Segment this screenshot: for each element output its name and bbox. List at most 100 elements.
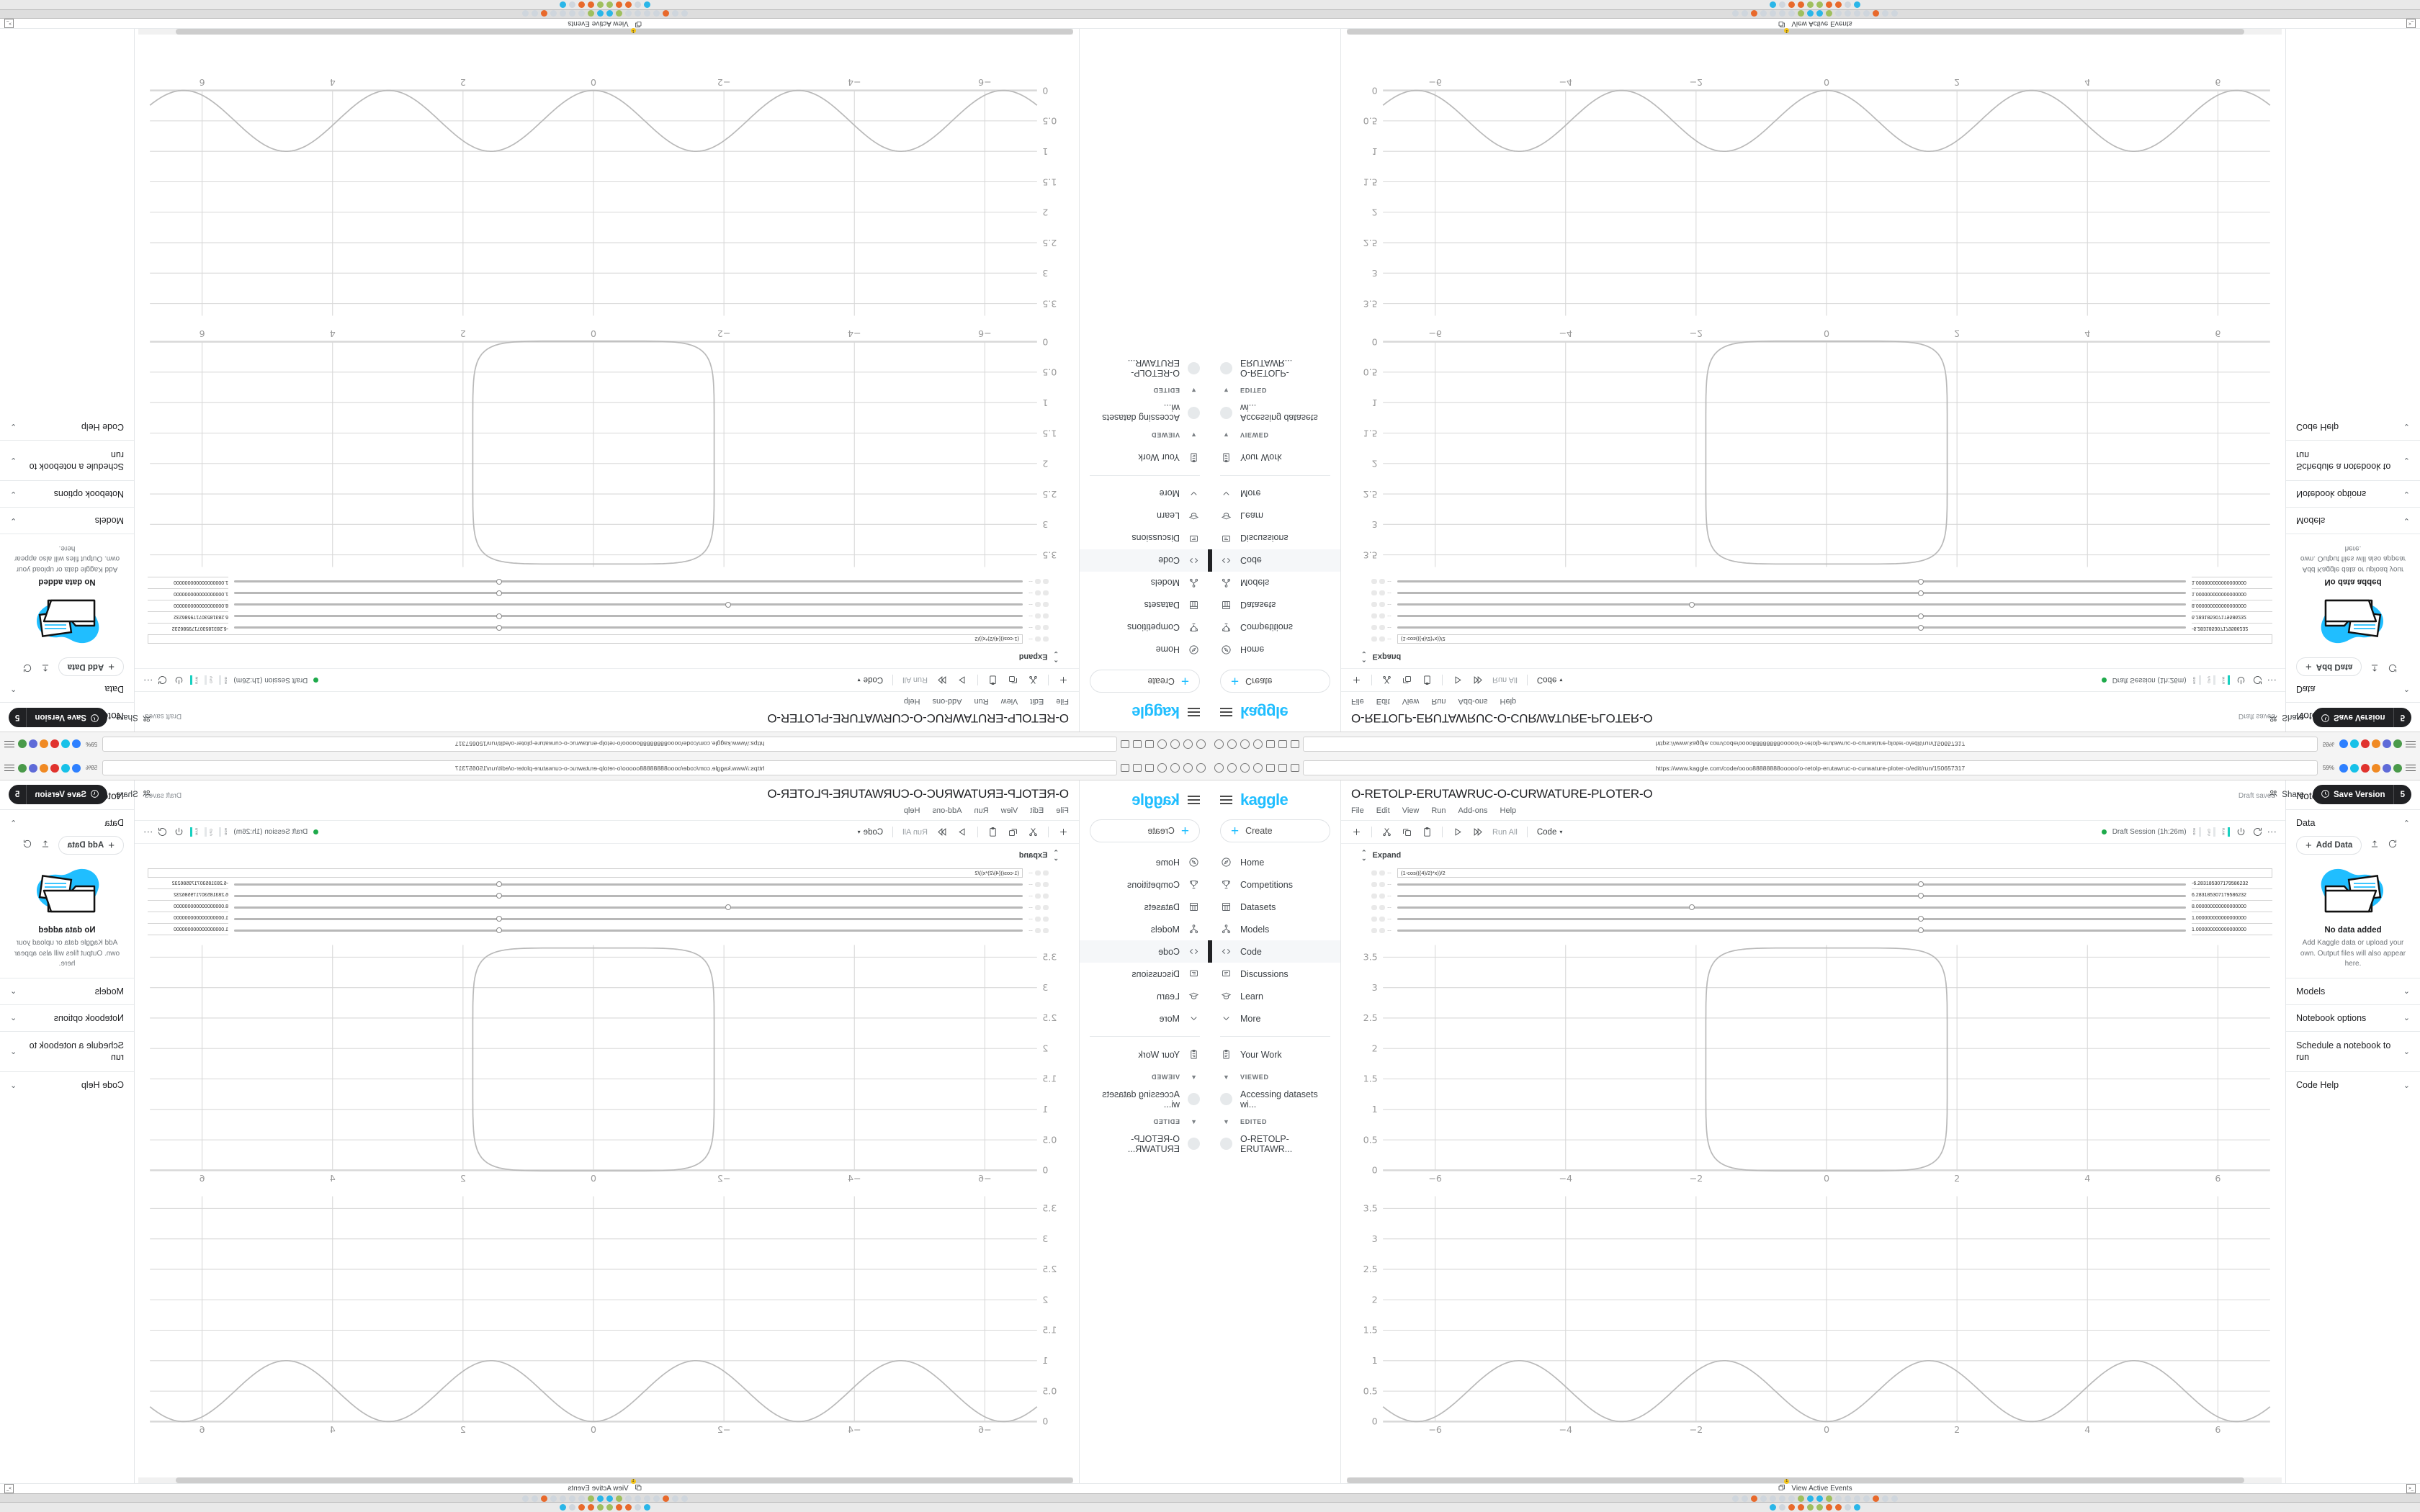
chevron-up-icon[interactable]: ⌃ [2403,684,2410,693]
extension-icon-2[interactable] [61,763,70,773]
menu-edit[interactable]: Edit [1030,697,1044,706]
sidebar-section-viewed[interactable]: ▼ VIEWED [1080,424,1210,446]
slider-scale-x[interactable] [1397,590,2186,597]
zoom-level[interactable]: 59% [86,765,98,771]
add-cell-icon[interactable] [1058,675,1069,685]
refresh-icon[interactable] [2388,839,2398,852]
slider-scale-x[interactable] [1397,915,2186,922]
menu-view[interactable]: View [1402,806,1420,815]
sidebar-item-viewed-entry[interactable]: Accessing datasets wi... [1210,402,1340,424]
widget-row[interactable]: … 1.000000000000000000 [148,924,1066,936]
cut-icon[interactable] [1381,827,1392,837]
sidebar-item-edited-entry[interactable]: O-RETOLP-ERUTAWR... [1080,1133,1210,1155]
browser-toolbar[interactable]: https://www.kaggle.com/code/oooo88888888… [1210,732,2420,756]
extensions-tray[interactable] [2339,763,2402,773]
add-cell-icon[interactable] [1351,675,1362,685]
sidebar-item-viewed-entry[interactable]: Accessing datasets wi... [1080,402,1210,424]
extension-icon-1[interactable] [2339,763,2348,773]
menu-run[interactable]: Run [1431,697,1446,706]
widget-row[interactable]: … 6.283185307179586232 [1354,611,2272,622]
taskbar-icons[interactable] [1210,9,2420,19]
extension-icon-4[interactable] [40,763,48,773]
chevron-down-icon[interactable]: ⌄ [2403,987,2410,996]
extension-icon-6[interactable] [2393,763,2402,773]
hamburger-menu-icon[interactable] [1220,796,1232,804]
widget-row[interactable]: … 1.000000000000000000 [148,913,1066,924]
copy-icon[interactable] [1008,827,1018,837]
sidebar-item-code[interactable]: Code [1080,549,1210,572]
upload-icon[interactable] [40,660,50,674]
copy-icon[interactable] [1008,675,1018,685]
shield-icon[interactable] [1133,764,1142,772]
chevron-down-icon[interactable]: ⌄ [2403,490,2410,498]
sidebar-item-your-work[interactable]: Your Work [1210,446,1340,469]
chevron-down-icon[interactable]: ⌄ [2403,1081,2410,1090]
sidebar-item-your-work[interactable]: Your Work [1080,446,1210,469]
sidebar-item-discussions[interactable]: Discussions [1080,527,1210,549]
menu-view[interactable]: View [1000,697,1018,706]
terminal-icon[interactable]: >_ [2406,19,2416,28]
slider-scale-x[interactable] [234,915,1023,922]
home-icon[interactable] [1253,739,1263,749]
notebook-options-section[interactable]: Notebook options ⌄ [2286,481,2420,508]
active-events-bar[interactable]: 1 View Active Events [1210,19,2420,34]
sidebar-item-learn[interactable]: Learn [1210,985,1340,1007]
sidebar-item-models[interactable]: Models [1080,918,1210,940]
chevron-down-icon[interactable]: ⌄ [10,987,17,996]
sidebar-item-home[interactable]: Home [1210,851,1340,873]
reload-icon[interactable] [1170,763,1180,773]
chevron-down-icon[interactable]: ⌄ [10,490,17,498]
slider-xmax[interactable] [234,892,1023,899]
notebook-title[interactable]: O-RETOLP-ERUTAWRUC-O-CURWATURE-PLOTER-O [1351,711,1653,725]
code-help-section[interactable]: Code Help ⌄ [0,1071,134,1099]
forward-arrow-icon[interactable] [1183,763,1193,773]
chevron-down-icon[interactable]: ⌄ [10,456,17,465]
sidebar-item-home[interactable]: Home [1080,851,1210,873]
kaggle-logo[interactable]: kaggle [1240,791,1289,809]
extension-icon-1[interactable] [72,763,81,773]
restart-icon[interactable] [2252,827,2263,837]
notebook-title[interactable]: O-RETOLP-ERUTAWRUC-O-CURWATURE-PLOTER-O [1351,787,1653,801]
reload-icon[interactable] [1240,739,1250,749]
paste-icon[interactable] [987,675,998,685]
extension-icon-3[interactable] [50,739,59,749]
address-bar[interactable]: https://www.kaggle.com/code/oooo88888888… [1303,737,2318,752]
slider-steps[interactable] [234,601,1023,608]
save-version-button[interactable]: Save Version 5 [9,785,108,804]
back-arrow-icon[interactable] [1214,739,1224,749]
run-icon[interactable] [1452,675,1463,685]
power-icon[interactable] [174,675,184,685]
chevron-down-icon[interactable]: ⌄ [2403,422,2410,431]
sidebar-section-viewed[interactable]: ▼ VIEWED [1210,424,1340,446]
widget-row[interactable]: … 8.000000000000000000 [148,901,1066,913]
widget-row[interactable]: … -6.283185307179586232 [1354,622,2272,634]
extension-icon-1[interactable] [2339,739,2348,749]
widget-row[interactable]: … -6.283185307179586232 [148,622,1066,634]
restart-icon[interactable] [157,675,168,685]
kebab-menu-icon[interactable]: ⋮ [143,675,153,685]
sidebar-item-datasets[interactable]: Datasets [1210,594,1340,616]
menu-run[interactable]: Run [974,697,989,706]
create-button[interactable]: + Create [1090,819,1200,842]
chevron-down-icon[interactable]: ⌄ [10,1014,17,1022]
sidebar-section-edited[interactable]: ▼ EDITED [1210,1110,1340,1133]
save-version-button[interactable]: Save Version 5 [9,708,108,727]
add-data-button[interactable]: + Add Data [2296,657,2362,676]
chevron-down-icon[interactable]: ⌄ [10,422,17,431]
menu-help[interactable]: Help [903,806,920,815]
add-cell-icon[interactable] [1351,827,1362,837]
run-all-label[interactable]: Run All [902,675,928,685]
taskbar-thumbnails[interactable] [1210,0,2420,10]
schedule-section[interactable]: Schedule a notebook to run ⌄ [2286,1030,2420,1072]
upload-icon[interactable] [2370,839,2380,852]
share-button[interactable]: Share [2268,788,2304,801]
menu-help[interactable]: Help [1500,806,1517,815]
bookmarks-icon[interactable] [1145,740,1154,748]
taskbar-thumbnails[interactable] [0,1502,1210,1512]
slider-steps[interactable] [1397,601,2186,608]
browser-toolbar[interactable]: https://www.kaggle.com/code/oooo88888888… [0,732,1210,756]
share-button[interactable]: Share [116,788,152,801]
models-section[interactable]: Models ⌄ [0,508,134,535]
power-icon[interactable] [2236,675,2246,685]
extensions-tray[interactable] [18,739,81,749]
